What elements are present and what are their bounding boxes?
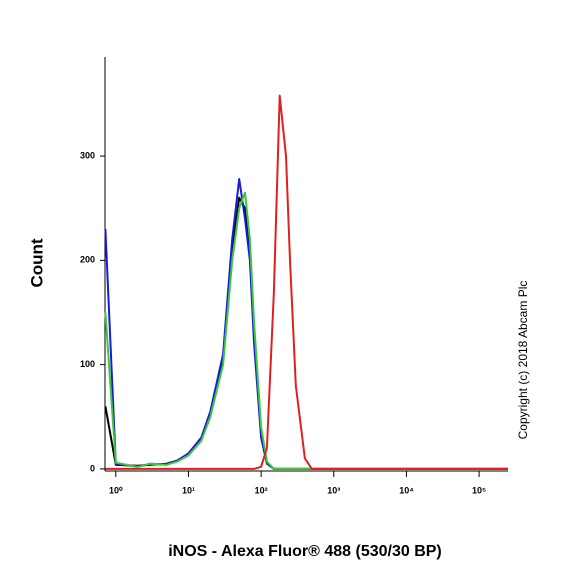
y-tick-label: 100 — [80, 359, 95, 369]
series-line — [104, 196, 508, 470]
x-tick-label: 10³ — [327, 485, 340, 495]
y-tick-label: 200 — [80, 255, 95, 265]
x-tick-label: 10⁴ — [399, 485, 413, 495]
x-tick-label: 10¹ — [182, 485, 195, 495]
y-axis-label: Count — [27, 238, 46, 287]
x-tick-label: 10⁰ — [109, 485, 123, 495]
series-line — [105, 94, 508, 470]
copyright: Copyright (c) 2018 Abcam Plc — [516, 281, 530, 440]
x-tick-label: 10⁵ — [472, 485, 486, 495]
y-tick-label: 300 — [80, 150, 95, 160]
x-axis-label: iNOS - Alexa Fluor® 488 (530/30 BP) — [168, 543, 442, 560]
x-tick-label: 10² — [255, 485, 268, 495]
series-line — [104, 178, 508, 470]
series-line — [104, 191, 508, 470]
y-tick-label: 0 — [90, 463, 95, 473]
